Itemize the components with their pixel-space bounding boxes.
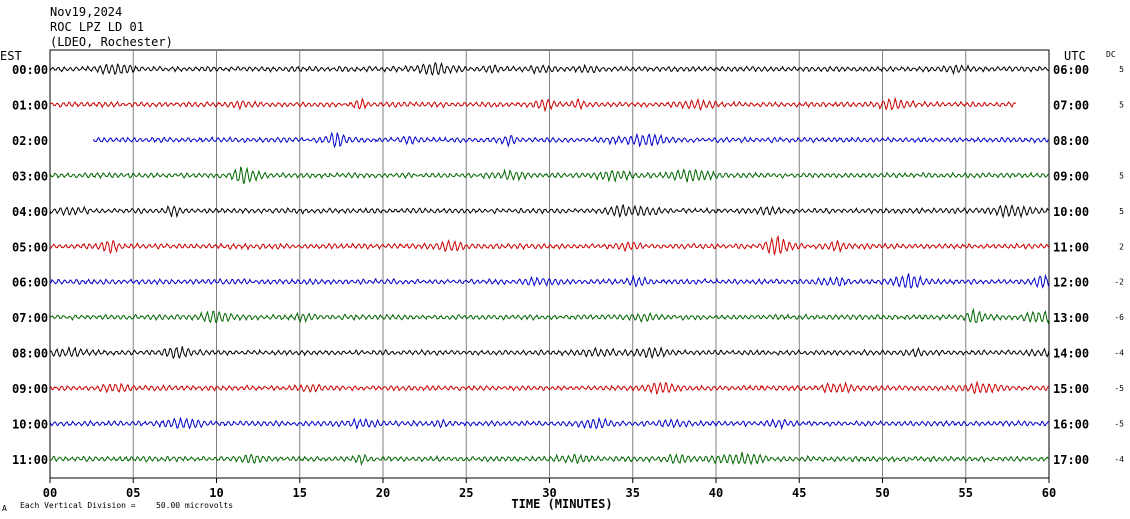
header-station: ROC LPZ LD 01	[50, 20, 144, 34]
utc-hour-label: 16:00	[1053, 418, 1089, 432]
utc-hour-label: 06:00	[1053, 63, 1089, 77]
x-tick-label: 45	[792, 486, 806, 500]
dc-offset-value: -4	[1114, 349, 1124, 358]
x-tick-label: 35	[626, 486, 640, 500]
x-tick-label: 15	[293, 486, 307, 500]
seismic-trace	[49, 96, 1017, 113]
utc-hour-label: 12:00	[1053, 276, 1089, 290]
dc-offset-value: -5	[1114, 384, 1124, 393]
seismic-trace	[49, 307, 1050, 325]
seismic-trace	[49, 345, 1050, 360]
x-tick-label: 40	[709, 486, 723, 500]
est-hour-label: 08:00	[12, 347, 48, 361]
est-hour-label: 02:00	[12, 134, 48, 148]
seismic-trace	[92, 131, 1049, 149]
vertical-division-note: Each Vertical Division =	[20, 501, 136, 510]
x-tick-label: 05	[126, 486, 140, 500]
dc-offset-value: 5	[1119, 171, 1124, 180]
dc-header-label: DC	[1106, 50, 1116, 59]
est-hour-label: 09:00	[12, 382, 48, 396]
right-timezone-label: UTC	[1064, 49, 1086, 63]
x-tick-label: 30	[542, 486, 556, 500]
header-network: (LDEO, Rochester)	[50, 35, 173, 49]
vertical-division-value: 50.00 microvolts	[156, 501, 233, 510]
dc-offset-value: 5	[1119, 100, 1124, 109]
utc-hour-label: 11:00	[1053, 240, 1089, 254]
x-tick-label: 00	[43, 486, 57, 500]
utc-hour-label: 14:00	[1053, 347, 1089, 361]
dc-offset-value: -6	[1114, 313, 1124, 322]
seismic-trace	[50, 234, 1050, 255]
dc-offset-value: -2	[1114, 278, 1124, 287]
x-tick-label: 55	[959, 486, 973, 500]
utc-hour-label: 13:00	[1053, 311, 1089, 325]
dc-offset-value: -5	[1114, 420, 1124, 429]
left-timezone-label: EST	[0, 49, 22, 63]
corner-mark: A	[2, 504, 7, 513]
x-tick-label: 50	[875, 486, 889, 500]
est-hour-label: 10:00	[12, 418, 48, 432]
seismic-trace	[49, 416, 1050, 431]
seismic-trace	[49, 451, 1050, 467]
traces	[49, 61, 1050, 467]
seismic-trace	[49, 203, 1050, 219]
x-tick-label: 60	[1042, 486, 1056, 500]
x-tick-label: 10	[209, 486, 223, 500]
utc-hour-label: 09:00	[1053, 169, 1089, 183]
x-axis-title: TIME (MINUTES)	[511, 497, 612, 511]
grid	[49, 49, 1050, 479]
x-tick-label: 25	[459, 486, 473, 500]
dc-offset-value: 5	[1119, 207, 1124, 216]
row-labels: 00:00 06:00 5 01:00 07:00 5 02:00 08:00 03:00 09:…	[12, 63, 1124, 467]
dc-offset-value: 2	[1119, 242, 1124, 251]
est-hour-label: 03:00	[12, 169, 48, 183]
utc-hour-label: 10:00	[1053, 205, 1089, 219]
x-tick-label: 20	[376, 486, 390, 500]
seismic-trace	[49, 61, 1050, 76]
dc-offset-value: 5	[1119, 65, 1124, 74]
est-hour-label: 07:00	[12, 311, 48, 325]
est-hour-label: 00:00	[12, 63, 48, 77]
utc-hour-label: 08:00	[1053, 134, 1089, 148]
utc-hour-label: 15:00	[1053, 382, 1089, 396]
est-hour-label: 04:00	[12, 205, 48, 219]
dc-offset-value: -4	[1114, 455, 1124, 464]
est-hour-label: 11:00	[12, 453, 48, 467]
utc-hour-label: 17:00	[1053, 453, 1089, 467]
x-axis-ticks: 00 05 10 15 20 25 30 35 40 45 50 55 60	[43, 478, 1056, 500]
utc-hour-label: 07:00	[1053, 98, 1089, 112]
est-hour-label: 01:00	[12, 98, 48, 112]
seismic-trace	[49, 166, 1050, 184]
seismic-trace	[49, 380, 1050, 396]
est-hour-label: 05:00	[12, 240, 48, 254]
est-hour-label: 06:00	[12, 276, 48, 290]
seismic-trace	[49, 273, 1050, 289]
header-date: Nov19,2024	[50, 5, 122, 19]
